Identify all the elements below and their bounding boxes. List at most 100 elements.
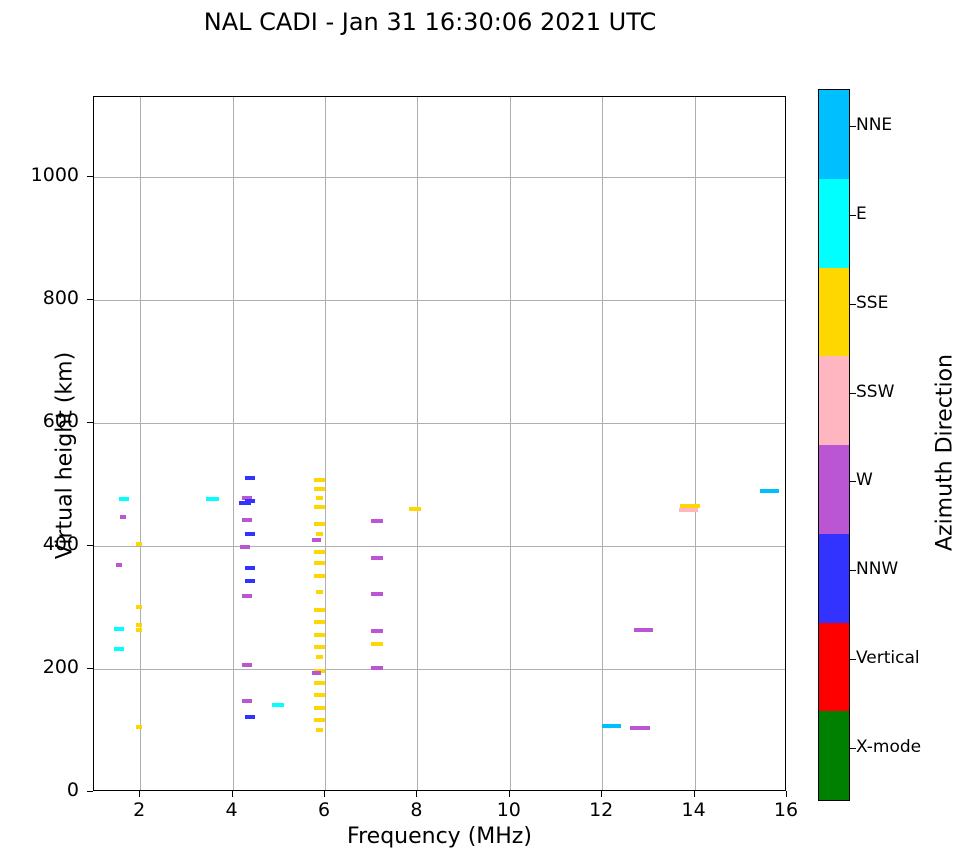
colorbar-tick [849, 658, 856, 660]
x-tick [786, 791, 787, 797]
data-point-w [312, 538, 322, 543]
data-point-w [242, 594, 253, 599]
data-point-sse [314, 718, 325, 723]
data-point-sse [370, 642, 383, 647]
x-tick [416, 791, 418, 797]
colorbar-segment-x-mode[interactable] [819, 711, 849, 800]
data-point-w [242, 496, 253, 500]
colorbar-label-ssw: SSW [856, 381, 895, 402]
y-axis-label: Virtual height (km) [52, 351, 78, 560]
data-point-sse [314, 693, 325, 698]
colorbar-label-nnw: NNW [856, 559, 899, 580]
x-tick [231, 791, 233, 797]
y-tick-label: 1000 [30, 163, 79, 186]
data-point-sse [314, 706, 325, 711]
data-point-w [312, 671, 322, 676]
data-point-w [242, 698, 253, 703]
data-point-sse [314, 644, 325, 649]
colorbar-label-nne: NNE [856, 115, 893, 136]
data-point-e [114, 647, 124, 652]
gridline-vertical [509, 97, 511, 790]
data-point-nnw [245, 531, 256, 536]
y-tick [87, 175, 93, 177]
data-point-sse [315, 531, 324, 536]
y-tick-label: 0 [66, 779, 79, 801]
y-tick [87, 421, 93, 423]
colorbar-segment-nnw[interactable] [819, 533, 849, 623]
gridline-horizontal [94, 422, 785, 424]
colorbar-tick [849, 570, 856, 572]
x-tick [601, 791, 603, 797]
colorbar-segment-vertical[interactable] [819, 622, 849, 712]
gridline-horizontal [94, 299, 785, 301]
colorbar-tick [849, 747, 856, 749]
colorbar-label-e: E [856, 204, 867, 225]
x-tick-label: 16 [773, 799, 799, 821]
data-point-nne [759, 488, 780, 493]
x-tick [324, 791, 325, 797]
x-tick-label: 12 [589, 799, 614, 821]
colorbar-segment-nne[interactable] [819, 90, 849, 179]
data-point-nnw [245, 476, 256, 481]
colorbar-tick [849, 303, 856, 305]
y-tick [87, 791, 93, 792]
colorbar-label-sse: SSE [856, 292, 889, 313]
colorbar-segment-w[interactable] [819, 445, 849, 534]
data-point-sse [136, 724, 143, 729]
data-point-sse [314, 477, 325, 482]
x-tick [139, 791, 141, 797]
gridline-vertical [325, 97, 326, 790]
plot-area[interactable] [93, 96, 786, 791]
data-point-sse [680, 504, 700, 508]
x-tick [693, 791, 695, 797]
data-point-w [630, 726, 650, 731]
x-tick-label: 2 [133, 799, 146, 821]
data-point-sse [314, 521, 325, 526]
data-point-sse [314, 561, 325, 566]
data-point-sse [315, 496, 324, 500]
colorbar-label-w: W [856, 470, 873, 491]
data-point-nne [601, 723, 622, 728]
x-tick [508, 791, 510, 797]
data-point-sse [314, 632, 325, 637]
data-point-sse [314, 620, 325, 625]
data-point-w [242, 663, 253, 668]
data-point-nnw [245, 565, 256, 570]
data-point-sse [136, 542, 143, 547]
data-point-w [370, 591, 383, 596]
data-point-sse [136, 622, 143, 627]
gridline-horizontal [94, 668, 785, 670]
gridline-vertical [417, 97, 419, 790]
data-point-e [206, 497, 220, 502]
data-point-sse [314, 505, 325, 510]
y-tick-label: 200 [42, 655, 79, 678]
data-point-e [271, 703, 284, 708]
colorbar[interactable] [818, 89, 850, 801]
x-axis-label: Frequency (MHz) [347, 824, 532, 849]
data-point-sse [314, 573, 325, 578]
colorbar-segment-ssw[interactable] [819, 356, 849, 445]
data-point-e [114, 627, 124, 631]
x-tick-label: 14 [681, 799, 706, 821]
y-tick-label: 400 [42, 532, 79, 555]
x-tick-label: 10 [496, 799, 521, 821]
data-point-w [370, 665, 383, 670]
x-tick-label: 6 [317, 799, 331, 821]
data-point-sse [314, 487, 325, 492]
colorbar-segment-e[interactable] [819, 178, 849, 268]
data-point-sse [136, 628, 143, 633]
x-tick-label: 4 [225, 799, 238, 821]
data-point-nnw [239, 500, 252, 505]
data-point-sse [136, 605, 143, 610]
colorbar-segment-sse[interactable] [819, 267, 849, 357]
data-point-w [119, 515, 127, 520]
data-point-sse [314, 607, 325, 612]
data-point-nnw [245, 714, 256, 719]
data-point-sse [408, 507, 421, 512]
colorbar-label-x-mode: X-mode [856, 736, 922, 757]
gridline-horizontal [94, 176, 785, 178]
colorbar-tick [849, 481, 856, 483]
data-point-sse [315, 590, 324, 595]
y-tick [87, 298, 93, 300]
